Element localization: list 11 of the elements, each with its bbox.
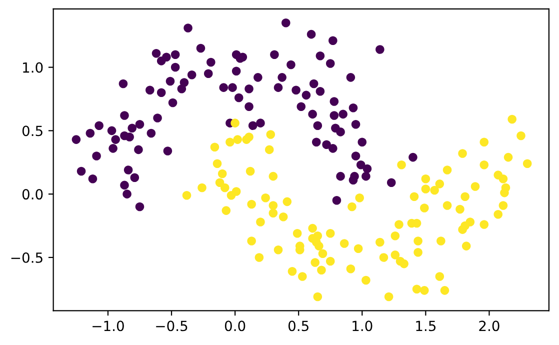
x-tick-label: 2.0 xyxy=(479,320,500,332)
x-tick-label: 0.5 xyxy=(288,320,308,332)
x-tick-label: 1.5 xyxy=(416,320,436,332)
x-tick-label: −1.0 xyxy=(92,320,124,332)
x-tick-label: 0.0 xyxy=(224,320,246,332)
x-tick-label: −0.5 xyxy=(156,320,188,332)
x-tick-label: 1.0 xyxy=(352,320,372,332)
y-tick-label: 1.0 xyxy=(23,62,43,73)
y-tick-label: −0.5 xyxy=(11,252,42,263)
y-tick-label: 0.0 xyxy=(22,189,43,200)
y-tick-label: 0.5 xyxy=(22,126,42,136)
